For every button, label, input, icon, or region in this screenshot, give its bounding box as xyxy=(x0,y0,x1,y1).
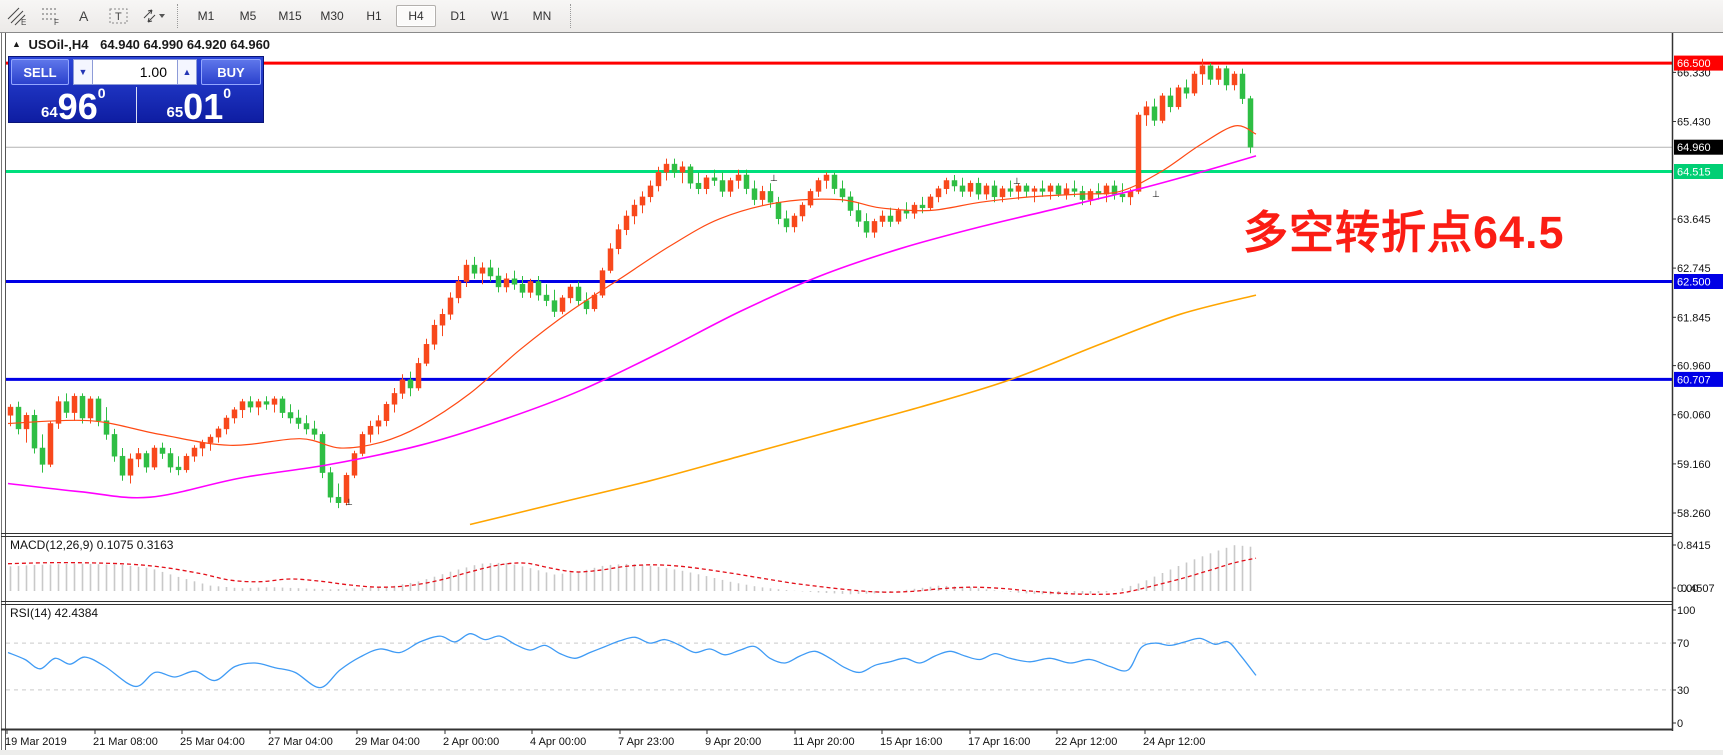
text-label-icon[interactable]: T xyxy=(104,4,134,28)
arrows-objects-icon[interactable] xyxy=(138,4,168,28)
collapse-arrow-icon[interactable]: ▲ xyxy=(12,39,21,49)
svg-text:21 Mar 08:00: 21 Mar 08:00 xyxy=(93,736,158,748)
toolbar-separator xyxy=(177,4,178,28)
svg-text:60.707: 60.707 xyxy=(1677,374,1711,386)
svg-text:T: T xyxy=(115,11,122,23)
svg-text:19 Mar 2019: 19 Mar 2019 xyxy=(5,736,67,748)
svg-text:7 Apr 23:00: 7 Apr 23:00 xyxy=(618,736,674,748)
svg-text:⊥: ⊥ xyxy=(1152,189,1160,199)
sell-price-small: 64 xyxy=(40,104,58,121)
volume-decrease-button[interactable]: ▼ xyxy=(73,59,93,85)
timeframe-button-m5[interactable]: M5 xyxy=(239,9,257,23)
sell-button[interactable]: SELL xyxy=(11,59,69,85)
ohlc-quote: 64.940 64.990 64.920 64.960 xyxy=(100,37,271,52)
svg-text:27 Mar 04:00: 27 Mar 04:00 xyxy=(268,736,333,748)
chart-title: ▲ USOil-,H4 64.940 64.990 64.920 64.960 xyxy=(12,37,270,52)
buy-button[interactable]: BUY xyxy=(201,59,261,85)
chart-annotation-text: 多空转折点64.5 xyxy=(1243,207,1565,258)
ma-fast-red xyxy=(7,125,1257,449)
svg-text:64.515: 64.515 xyxy=(1677,167,1711,179)
svg-text:22 Apr 12:00: 22 Apr 12:00 xyxy=(1055,736,1117,748)
text-icon[interactable]: A xyxy=(70,4,100,28)
svg-text:60.060: 60.060 xyxy=(1677,410,1711,422)
price-axis: 66.33065.43063.64562.74561.84560.96060.0… xyxy=(1672,55,1723,730)
svg-text:E: E xyxy=(21,18,26,26)
candlesticks xyxy=(7,58,1254,509)
svg-text:64.960: 64.960 xyxy=(1677,142,1711,154)
rsi-panel xyxy=(6,633,1672,691)
macd-signal-line xyxy=(7,557,1257,595)
svg-text:59.160: 59.160 xyxy=(1677,459,1711,471)
moving-averages xyxy=(7,125,1257,526)
svg-text:F: F xyxy=(54,18,59,26)
volume-input[interactable] xyxy=(93,59,177,85)
svg-text:62.500: 62.500 xyxy=(1677,277,1711,289)
rsi-label: RSI(14) 42.4384 xyxy=(10,606,99,620)
one-click-trade-panel: SELL ▼ ▲ BUY 64 96 0 65 01 0 xyxy=(8,56,264,127)
svg-text:11 Apr 20:00: 11 Apr 20:00 xyxy=(793,736,855,748)
svg-text:9 Apr 20:00: 9 Apr 20:00 xyxy=(705,736,761,748)
svg-text:63.645: 63.645 xyxy=(1677,214,1711,226)
sell-price-sup: 0 xyxy=(97,85,106,101)
chart-frame xyxy=(0,32,1723,750)
svg-text:⊥: ⊥ xyxy=(1013,176,1021,186)
ma-slow-orange xyxy=(469,294,1257,526)
svg-text:⊥: ⊥ xyxy=(770,173,778,183)
timeframe-button-h4[interactable]: H4 xyxy=(396,5,436,27)
svg-text:30: 30 xyxy=(1677,685,1689,697)
macd-label: MACD(12,26,9) 0.1075 0.3163 xyxy=(10,538,174,552)
buy-price-sup: 0 xyxy=(223,85,232,101)
svg-text:60.960: 60.960 xyxy=(1677,361,1711,373)
price-divider xyxy=(135,87,137,124)
timeframe-button-m1[interactable]: M1 xyxy=(197,9,215,23)
horizontal-level-lines xyxy=(6,61,1672,381)
svg-text:0.00: 0.00 xyxy=(1677,583,1698,595)
symbol-label: USOil-,H4 xyxy=(28,37,89,52)
svg-text:61.845: 61.845 xyxy=(1677,312,1711,324)
timeframe-button-w1[interactable]: W1 xyxy=(491,9,509,23)
buy-price[interactable]: 65 01 0 xyxy=(137,85,262,127)
svg-text:A: A xyxy=(79,8,89,24)
equidistant-channel-icon[interactable]: E xyxy=(2,4,32,28)
object-marks: ⊥ ⊥ ⊥ ⊥ xyxy=(345,173,1160,507)
ma-mid-magenta xyxy=(7,155,1257,499)
svg-text:65.430: 65.430 xyxy=(1677,117,1711,129)
svg-text:15 Apr 16:00: 15 Apr 16:00 xyxy=(880,736,942,748)
svg-text:24 Apr 12:00: 24 Apr 12:00 xyxy=(1143,736,1205,748)
svg-text:100: 100 xyxy=(1677,605,1695,617)
svg-text:0.4507: 0.4507 xyxy=(1681,583,1715,595)
svg-text:0.8415: 0.8415 xyxy=(1677,540,1711,552)
time-axis: 19 Mar 2019 21 Mar 08:00 25 Mar 04:00 27 Ma… xyxy=(5,730,1205,748)
buy-price-big: 01 xyxy=(183,85,224,127)
timeframe-button-m15[interactable]: M15 xyxy=(278,9,302,23)
svg-text:⊥: ⊥ xyxy=(345,497,353,507)
timeframe-button-m30[interactable]: M30 xyxy=(320,9,344,23)
timeframe-button-h1[interactable]: H1 xyxy=(366,9,382,23)
rsi-line xyxy=(7,633,1257,689)
svg-text:58.260: 58.260 xyxy=(1677,508,1711,520)
svg-text:4 Apr 00:00: 4 Apr 00:00 xyxy=(530,736,586,748)
svg-text:25 Mar 04:00: 25 Mar 04:00 xyxy=(180,736,245,748)
sell-price-big: 96 xyxy=(57,85,98,127)
svg-text:17 Apr 16:00: 17 Apr 16:00 xyxy=(968,736,1030,748)
svg-text:70: 70 xyxy=(1677,638,1689,650)
svg-text:2 Apr 00:00: 2 Apr 00:00 xyxy=(443,736,499,748)
buy-price-small: 65 xyxy=(166,104,184,121)
svg-text:66.500: 66.500 xyxy=(1677,58,1711,70)
timeframe-button-d1[interactable]: D1 xyxy=(450,9,466,23)
window-bottom-edge xyxy=(0,750,1723,755)
svg-text:62.745: 62.745 xyxy=(1677,263,1711,275)
svg-text:29 Mar 04:00: 29 Mar 04:00 xyxy=(355,736,420,748)
svg-text:0: 0 xyxy=(1677,718,1683,730)
toolbar: E F A T M1 M5 M15 M30 H1 H4 D1 W1 MN xyxy=(0,0,1723,32)
toolbar-separator xyxy=(570,4,571,28)
timeframe-button-mn[interactable]: MN xyxy=(532,9,552,23)
macd-panel xyxy=(7,545,1257,595)
sell-price[interactable]: 64 96 0 xyxy=(11,85,136,127)
fibonacci-retracement-icon[interactable]: F xyxy=(36,4,66,28)
volume-increase-button[interactable]: ▲ xyxy=(177,59,197,85)
